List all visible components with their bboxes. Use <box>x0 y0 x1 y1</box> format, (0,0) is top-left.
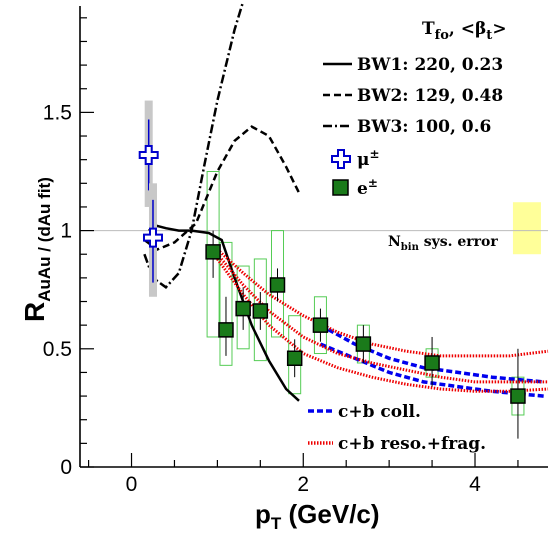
muon-marker <box>142 227 163 248</box>
sys-error-label: Nbin sys. error <box>388 234 498 253</box>
legend-header-sub2: t <box>486 28 492 43</box>
x-axis-title-unit: (GeV/c) <box>281 499 379 529</box>
electron-marker <box>355 336 372 352</box>
sys-error-label-main: N <box>388 234 401 250</box>
electron-marker <box>269 277 286 293</box>
legend-label-bw1: BW1: 220, 0.23 <box>357 55 503 75</box>
electron-marker <box>510 388 526 404</box>
legend-label-e-main: e <box>357 179 368 199</box>
nbin-sys-error-band <box>512 202 541 255</box>
legend-label-mu: μ± <box>357 147 380 170</box>
y-tick-label: 0 <box>60 456 72 479</box>
legend-label-bw3: BW3: 100, 0.6 <box>357 117 491 137</box>
electron-marker <box>252 303 269 319</box>
legend-header-main: T <box>422 19 435 39</box>
axis-ticks: 0 2 4 0 0.5 1 1.5 <box>43 17 519 496</box>
legend-header-end: > <box>492 19 506 39</box>
electron-marker <box>286 350 303 367</box>
curve-cb_reso_lower <box>216 258 549 393</box>
curve-bw3 <box>143 0 245 289</box>
x-axis-title: pT (GeV/c) <box>255 499 380 533</box>
curve-cb_coll_upper <box>319 323 544 384</box>
x-tick-label: 2 <box>297 473 309 496</box>
legend-header-mid: , <β <box>449 19 486 39</box>
electron-marker <box>424 355 440 371</box>
legend-label-mu-main: μ <box>357 150 369 170</box>
y-tick-label: 0.5 <box>43 338 72 361</box>
legend-label-cb-reso: c+b reso.+frag. <box>338 434 486 454</box>
electron-marker <box>312 317 329 333</box>
legend-header-sub1: fo <box>435 28 450 43</box>
x-axis-title-main: p <box>255 499 271 529</box>
electron-marker <box>218 322 234 338</box>
x-tick-label: 4 <box>469 473 481 496</box>
electron-systematic-boxes <box>206 170 525 416</box>
legend-label-bw2: BW2: 129, 0.48 <box>357 86 503 106</box>
legend: BW1: 220, 0.23 BW2: 129, 0.48 BW3: 100, … <box>308 55 503 454</box>
y-tick-label: 1 <box>60 220 72 243</box>
electron-sys-box <box>219 241 233 366</box>
y-axis-title: RAuAu / (dAu fit) <box>19 177 54 322</box>
data-points <box>138 100 526 439</box>
y-axis-title-sub: AuAu / (dAu fit) <box>35 177 54 302</box>
muon-marker <box>138 144 159 165</box>
sys-error-label-rest: sys. error <box>419 234 499 250</box>
curve-cb_reso_upper <box>216 248 549 358</box>
electron-marker <box>205 244 221 260</box>
legend-label-cb-coll: c+b coll. <box>338 402 421 422</box>
legend-header: Tfo, <βt> <box>422 19 507 43</box>
legend-marker-mu <box>331 149 351 169</box>
y-axis-title-main: R <box>19 302 50 322</box>
electron-marker <box>235 300 251 317</box>
sys-error-label-sub: bin <box>401 242 420 253</box>
curve-cb_coll_lower <box>319 342 544 398</box>
curve-cb_reso_mid <box>216 253 548 384</box>
x-axis-title-sub: T <box>271 514 282 533</box>
legend-label-mu-sup: ± <box>369 147 379 161</box>
curve-bw1 <box>148 224 300 402</box>
x-tick-label: 0 <box>126 473 138 496</box>
legend-label-e-sup: ± <box>368 176 378 190</box>
y-tick-label: 1.5 <box>43 101 72 124</box>
legend-marker-e <box>332 179 349 196</box>
legend-label-e: e± <box>357 176 378 199</box>
curve-bw2 <box>143 125 301 251</box>
model-curves <box>143 0 549 402</box>
